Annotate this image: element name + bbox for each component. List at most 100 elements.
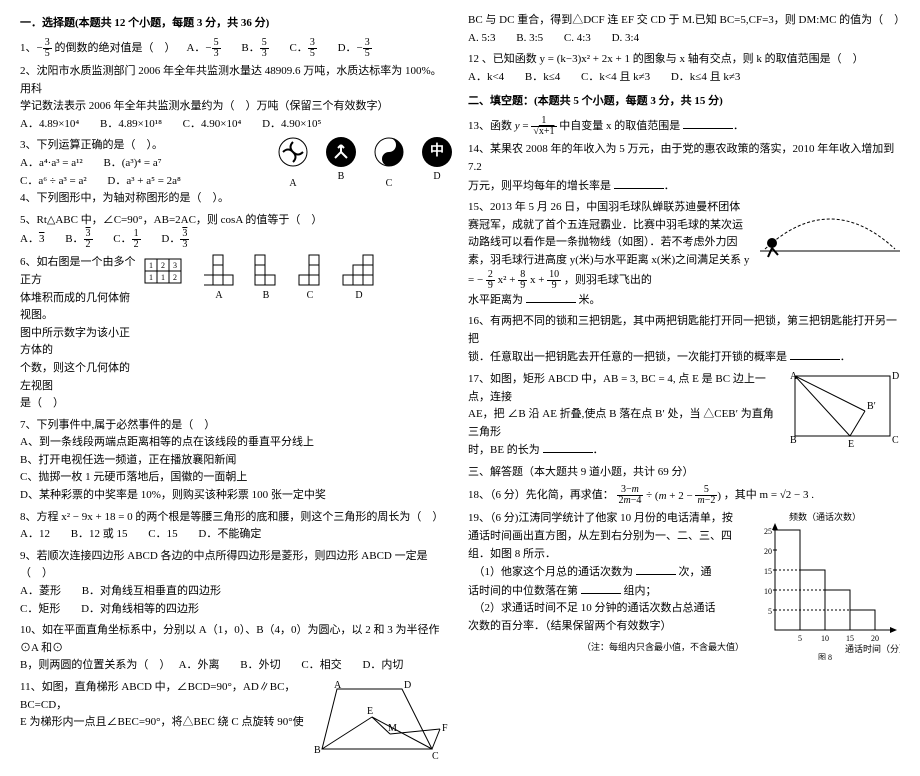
svg-text:B′: B′ — [867, 401, 876, 412]
svg-text:D: D — [892, 371, 899, 382]
svg-text:图 8: 图 8 — [818, 653, 832, 660]
q1-opt-a: A．−53 — [186, 38, 220, 59]
q5-opt-d: D．33 — [161, 229, 189, 250]
q6-lbl-c: C — [307, 288, 314, 304]
svg-text:C: C — [892, 435, 899, 446]
q19-p1b: 次，通 — [679, 566, 712, 578]
q15-blank — [526, 291, 576, 303]
q4-lbl-b: B — [326, 169, 356, 185]
svg-text:B: B — [790, 435, 797, 446]
svg-text:1: 1 — [161, 273, 165, 282]
q19-chart: 频数（通话次数） 5 10 15 20 25 — [750, 510, 900, 660]
q17-l3: 时，BE 的长为 — [468, 444, 540, 456]
q12-opt-a: A．k<4 — [468, 69, 504, 87]
q7-opt-d: D、某种彩票的中奖率是 10%，则购买该种彩票 100 张一定中奖 — [20, 487, 452, 505]
q4-icon-a: A — [278, 137, 308, 192]
q6-l2: 体堆积而成的几何体俯视图。 — [20, 290, 140, 325]
svg-text:10: 10 — [764, 587, 772, 596]
svg-text:E: E — [848, 439, 854, 450]
q1-stem: 1、−35 的倒数的绝对值是（ ） — [20, 42, 175, 54]
q10-opt-d: D．内切 — [362, 657, 403, 675]
q5-opt-a: A．3 — [20, 231, 44, 249]
q2-opt-b: B．4.89×10¹⁸ — [100, 116, 162, 134]
q5-opt-c: C．12 — [113, 229, 140, 250]
q6-lbl-a: A — [215, 288, 222, 304]
q6-opt-b: B — [254, 254, 278, 304]
q3: 3、下列运算正确的是（ ）。 A．a⁴·a³ = a¹² B．(a³)⁴ = a… — [20, 137, 452, 207]
q7-opt-a: A、到一条线段两端点距离相等的点在该线段的垂直平分线上 — [20, 434, 452, 452]
q6-l3: 图中所示数字为该小正方体的 — [20, 325, 140, 360]
q15-l4d: ，则羽毛球飞出的 — [564, 274, 652, 286]
svg-text:25: 25 — [764, 527, 772, 536]
svg-text:10: 10 — [821, 634, 829, 643]
q14: 14、某果农 2008 年的年收入为 5 万元，由于党的惠农政策的落实，2010… — [468, 141, 900, 195]
q6-front-view: 123 112 — [144, 254, 184, 304]
q4-lbl-c: C — [374, 176, 404, 192]
q15-l4c: x + — [530, 274, 544, 286]
q11-figure: AD BC EMF — [312, 679, 452, 769]
q9-opt-c: C．矩形 — [20, 601, 60, 619]
q13-stem-pre: 13、函数 y = — [468, 120, 531, 132]
q12-opt-b: B．k≤4 — [525, 69, 560, 87]
q17-figure: AD BEC B′ — [790, 371, 900, 451]
q15: 15、2013 年 5 月 26 日，中国羽毛球队蝉联苏迪曼杯团体 赛冠军，成就… — [468, 199, 900, 309]
q12: 12 、已知函数 y = (k−3)x² + 2x + 1 的图象与 x 轴有交… — [468, 51, 900, 86]
q18-paren: (m + 2 − 5m−2) — [655, 490, 721, 502]
svg-text:2: 2 — [161, 261, 165, 270]
q8-opt-d: D．不能确定 — [198, 526, 261, 544]
q2-line2: 学记数法表示 2006 年全年共监测水量约为（ ）万吨（保留三个有效数字） — [20, 98, 452, 116]
svg-text:1: 1 — [149, 273, 153, 282]
q4-icon-c: C — [374, 137, 404, 192]
q2-opt-d: D．4.90×10⁵ — [262, 116, 321, 134]
q16: 16、有两把不同的锁和三把钥匙，其中两把钥匙能打开同一把锁，第三把钥匙能打开另一… — [468, 313, 900, 367]
q6-opt-d: D — [342, 254, 376, 304]
q7-opt-b: B、打开电视任选一频道，正在播放襄阳新闻 — [20, 452, 452, 470]
q8: 8、方程 x² − 9x + 18 = 0 的两个根是等腰三角形的底和腰，则这个… — [20, 509, 452, 544]
q19-p1d: 组内； — [624, 585, 657, 597]
q3-opt-b: B．(a³)⁴ = a⁷ — [103, 155, 161, 173]
q9-opt-d: D．对角线相等的四边形 — [81, 601, 199, 619]
svg-text:C: C — [432, 751, 439, 762]
svg-text:E: E — [367, 706, 373, 717]
q14-l2: 万元，则平均每年的增长率是 — [468, 180, 611, 192]
q6-opt-c: C — [298, 254, 322, 304]
q6: 6、如右图是一个由多个正方 体堆积而成的几何体俯视图。 图中所示数字为该小正方体… — [20, 254, 452, 412]
left-column: 一．选择题(本题共 12 个小题，每题 3 分，共 36 分) 1、−35 的倒… — [12, 8, 460, 629]
q3-stem: 3、下列运算正确的是（ ）。 — [20, 137, 270, 155]
svg-text:A: A — [334, 680, 342, 691]
chart-ylabel: 频数（通话次数） — [789, 511, 861, 522]
q2: 2、沈阳市水质监测部门 2006 年全年共监测水量达 48909.6 万吨，水质… — [20, 63, 452, 133]
q6-opt-a: A — [204, 254, 234, 304]
right-column: BC 与 DC 重合，得到△DCF 连 EF 交 CD 于 M.已知 BC=5,… — [460, 8, 908, 629]
q15-figure — [760, 199, 900, 259]
q6-lbl-d: D — [355, 288, 362, 304]
svg-text:20: 20 — [764, 547, 772, 556]
q10-l1: 10、如在平面直角坐标系中，分别以 A（1，0）、B（4，0）为圆心，以 2 和… — [20, 622, 452, 657]
q17-blank — [543, 441, 593, 453]
q10-opt-a: A．外离 — [179, 657, 220, 675]
q15-l4b: x² + — [498, 274, 516, 286]
svg-text:B: B — [314, 745, 321, 756]
svg-text:M: M — [388, 723, 397, 734]
q13-blank — [683, 117, 733, 129]
q17: AD BEC B′ 17、如图，矩形 ABCD 中，AB = 3, BC = 4… — [468, 371, 900, 460]
q1: 1、−35 的倒数的绝对值是（ ） A．−53 B．53 C．35 D．−35 — [20, 38, 452, 59]
q19-blank2 — [581, 582, 621, 594]
q1-opt-c: C．35 — [289, 38, 316, 59]
q11c-opt-d: D. 3:4 — [612, 30, 640, 48]
q6-l1: 6、如右图是一个由多个正方 — [20, 254, 140, 289]
svg-text:15: 15 — [846, 634, 854, 643]
q10-opt-c: C．相交 — [301, 657, 341, 675]
section-2-heading: 二、填空题：(本题共 5 个小题，每题 3 分，共 15 分) — [468, 92, 900, 108]
q4-icons: A B C 中 D — [278, 137, 452, 192]
q6-l4: 个数，则这个几何体的左视图 — [20, 360, 140, 395]
q9: 9、若顺次连接四边形 ABCD 各边的中点所得四边形是菱形，则四边形 ABCD … — [20, 548, 452, 618]
svg-text:1: 1 — [149, 261, 153, 270]
q15-l5: 水平距离为 — [468, 294, 523, 306]
q3-opt-d: D．a³ + a⁵ = 2a⁸ — [107, 173, 180, 191]
q4-lbl-d: D — [422, 169, 452, 185]
q5-stem: 5、Rt△ABC 中，∠C=90°，AB=2AC，则 cosA 的值等于（ ） — [20, 212, 452, 230]
q4-stem: 4、下列图形中，为轴对称图形的是（ ）。 — [20, 190, 270, 208]
q19: 频数（通话次数） 5 10 15 20 25 — [468, 510, 900, 654]
q19-p1a: （1）他家这个月总的通话次数为 — [474, 566, 634, 578]
